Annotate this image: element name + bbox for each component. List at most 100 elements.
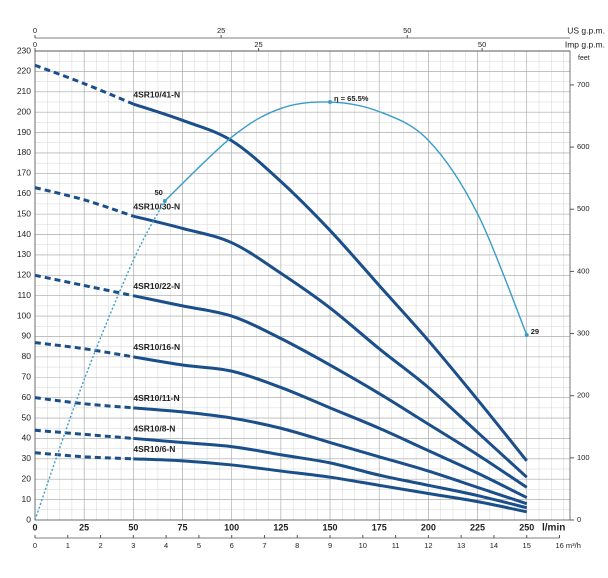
m3h-tick-label: 2 bbox=[98, 541, 102, 550]
m3h-tick-label: 14 bbox=[490, 541, 498, 550]
x-tick-label: 250 bbox=[519, 522, 534, 532]
x-tick-label: 0 bbox=[32, 522, 37, 532]
y-tick-label: 170 bbox=[17, 168, 31, 178]
m3h-tick-label: 13 bbox=[457, 541, 465, 550]
y-tick-label: 110 bbox=[17, 290, 31, 300]
y-tick-label: 0 bbox=[26, 514, 31, 524]
curve-label: 4SR10/8-N bbox=[133, 424, 175, 434]
pump-curve bbox=[34, 186, 134, 218]
efficiency-curve bbox=[164, 101, 528, 336]
y-tick-label: 230 bbox=[17, 45, 31, 55]
y-tick-label: 150 bbox=[17, 208, 31, 218]
x-tick-label: 175 bbox=[372, 522, 387, 532]
pump-curve bbox=[133, 294, 528, 489]
m3h-tick-label: 8 bbox=[295, 541, 299, 550]
y2-tick-label: 400 bbox=[577, 266, 590, 275]
pump-curve bbox=[133, 457, 528, 514]
pump-curve bbox=[34, 341, 134, 359]
y-tick-label: 120 bbox=[17, 270, 31, 280]
y-tick-label: 70 bbox=[22, 372, 32, 382]
pump-curve bbox=[133, 436, 528, 510]
efficiency-label: 50 bbox=[154, 188, 162, 197]
top-tick-label: 25 bbox=[254, 40, 262, 49]
y-tick-label: 20 bbox=[22, 473, 32, 483]
y-tick-label: 100 bbox=[17, 310, 31, 320]
efficiency-point bbox=[162, 198, 167, 203]
y-tick-label: 200 bbox=[17, 106, 31, 116]
y2-tick-label: 500 bbox=[577, 204, 590, 213]
m3h-tick-label: 6 bbox=[230, 541, 234, 550]
efficiency-point bbox=[328, 100, 333, 105]
x-tick-label: 100 bbox=[224, 522, 239, 532]
x-tick-label: 25 bbox=[79, 522, 89, 532]
m3h-tick-label: 11 bbox=[392, 541, 400, 550]
curve-label: 4SR10/30-N bbox=[133, 201, 180, 211]
y-tick-label: 80 bbox=[22, 351, 32, 361]
m3h-tick-label: 9 bbox=[328, 541, 332, 550]
efficiency-point bbox=[524, 332, 529, 337]
curve-label: 4SR10/16-N bbox=[133, 342, 180, 352]
curve-label: 4SR10/41-N bbox=[133, 89, 180, 99]
top-tick-label: 25 bbox=[217, 26, 225, 35]
y-tick-label: 90 bbox=[22, 331, 32, 341]
m3h-tick-label: 5 bbox=[197, 541, 201, 550]
m3h-tick-label: 7 bbox=[262, 541, 266, 550]
m3h-tick-label: 0 bbox=[33, 541, 37, 550]
efficiency-label: η = 65.5% bbox=[334, 94, 369, 103]
x-tick-label: 75 bbox=[178, 522, 188, 532]
y-tick-label: 210 bbox=[17, 86, 31, 96]
top-tick-label: 0 bbox=[33, 26, 37, 35]
y2-tick-label: 200 bbox=[577, 391, 590, 400]
pump-curve bbox=[133, 355, 528, 499]
efficiency-curve bbox=[34, 200, 166, 521]
y-tick-label: 140 bbox=[17, 229, 31, 239]
efficiency-label: 29 bbox=[531, 327, 539, 336]
us-gpm-axis-label: US g.p.m. bbox=[567, 25, 605, 35]
y2-tick-label: 700 bbox=[577, 80, 590, 89]
m3h-tick-label: 15 bbox=[523, 541, 531, 550]
x-tick-label: 225 bbox=[470, 522, 485, 532]
m3h-tick-label: 12 bbox=[424, 541, 432, 550]
y2-tick-label: 300 bbox=[577, 329, 590, 338]
y-tick-label: 60 bbox=[22, 392, 32, 402]
y-tick-label: 40 bbox=[22, 433, 32, 443]
x-tick-label: 125 bbox=[273, 522, 288, 532]
y-tick-label: 30 bbox=[22, 453, 32, 463]
y-tick-label: 160 bbox=[17, 188, 31, 198]
feet-axis-label: feet bbox=[578, 55, 590, 62]
pump-curve bbox=[34, 428, 134, 440]
y2-tick-label: 100 bbox=[577, 453, 590, 462]
curve-label: 4SR10/22-N bbox=[133, 281, 180, 291]
imp-gpm-axis-label: Imp g.p.m. bbox=[565, 39, 605, 49]
y-tick-label: 10 bbox=[22, 494, 32, 504]
m3h-tick-label: 3 bbox=[131, 541, 135, 550]
x-tick-label: 200 bbox=[421, 522, 436, 532]
y-tick-label: 220 bbox=[17, 66, 31, 76]
y-tick-label: 190 bbox=[17, 127, 31, 137]
top-tick-label: 0 bbox=[33, 40, 37, 49]
top-tick-label: 50 bbox=[403, 26, 411, 35]
top-tick-label: 50 bbox=[478, 40, 486, 49]
x-tick-label: 50 bbox=[128, 522, 138, 532]
m3h-tick-label: 10 bbox=[359, 541, 367, 550]
y2-tick-label: 600 bbox=[577, 142, 590, 151]
m3h-tick-label: 4 bbox=[164, 541, 168, 550]
m3h-tick-label: 1 bbox=[66, 541, 70, 550]
y2-tick-label: 0 bbox=[577, 515, 581, 524]
pump-curve bbox=[34, 451, 134, 461]
x-tick-label: 150 bbox=[323, 522, 338, 532]
y-tick-label: 130 bbox=[17, 249, 31, 259]
pump-curve bbox=[34, 63, 134, 106]
pump-curve bbox=[34, 396, 134, 410]
curve-label: 4SR10/11-N bbox=[133, 393, 179, 403]
y-tick-label: 180 bbox=[17, 147, 31, 157]
pump-curve bbox=[34, 273, 134, 298]
pump-curve bbox=[133, 406, 528, 506]
pump-curve bbox=[132, 214, 528, 479]
x-axis-label: l/min bbox=[542, 523, 565, 534]
pump-curve bbox=[132, 102, 528, 462]
y-tick-label: 50 bbox=[22, 412, 32, 422]
m3h-tick-label: 16 m³/h bbox=[556, 541, 581, 550]
